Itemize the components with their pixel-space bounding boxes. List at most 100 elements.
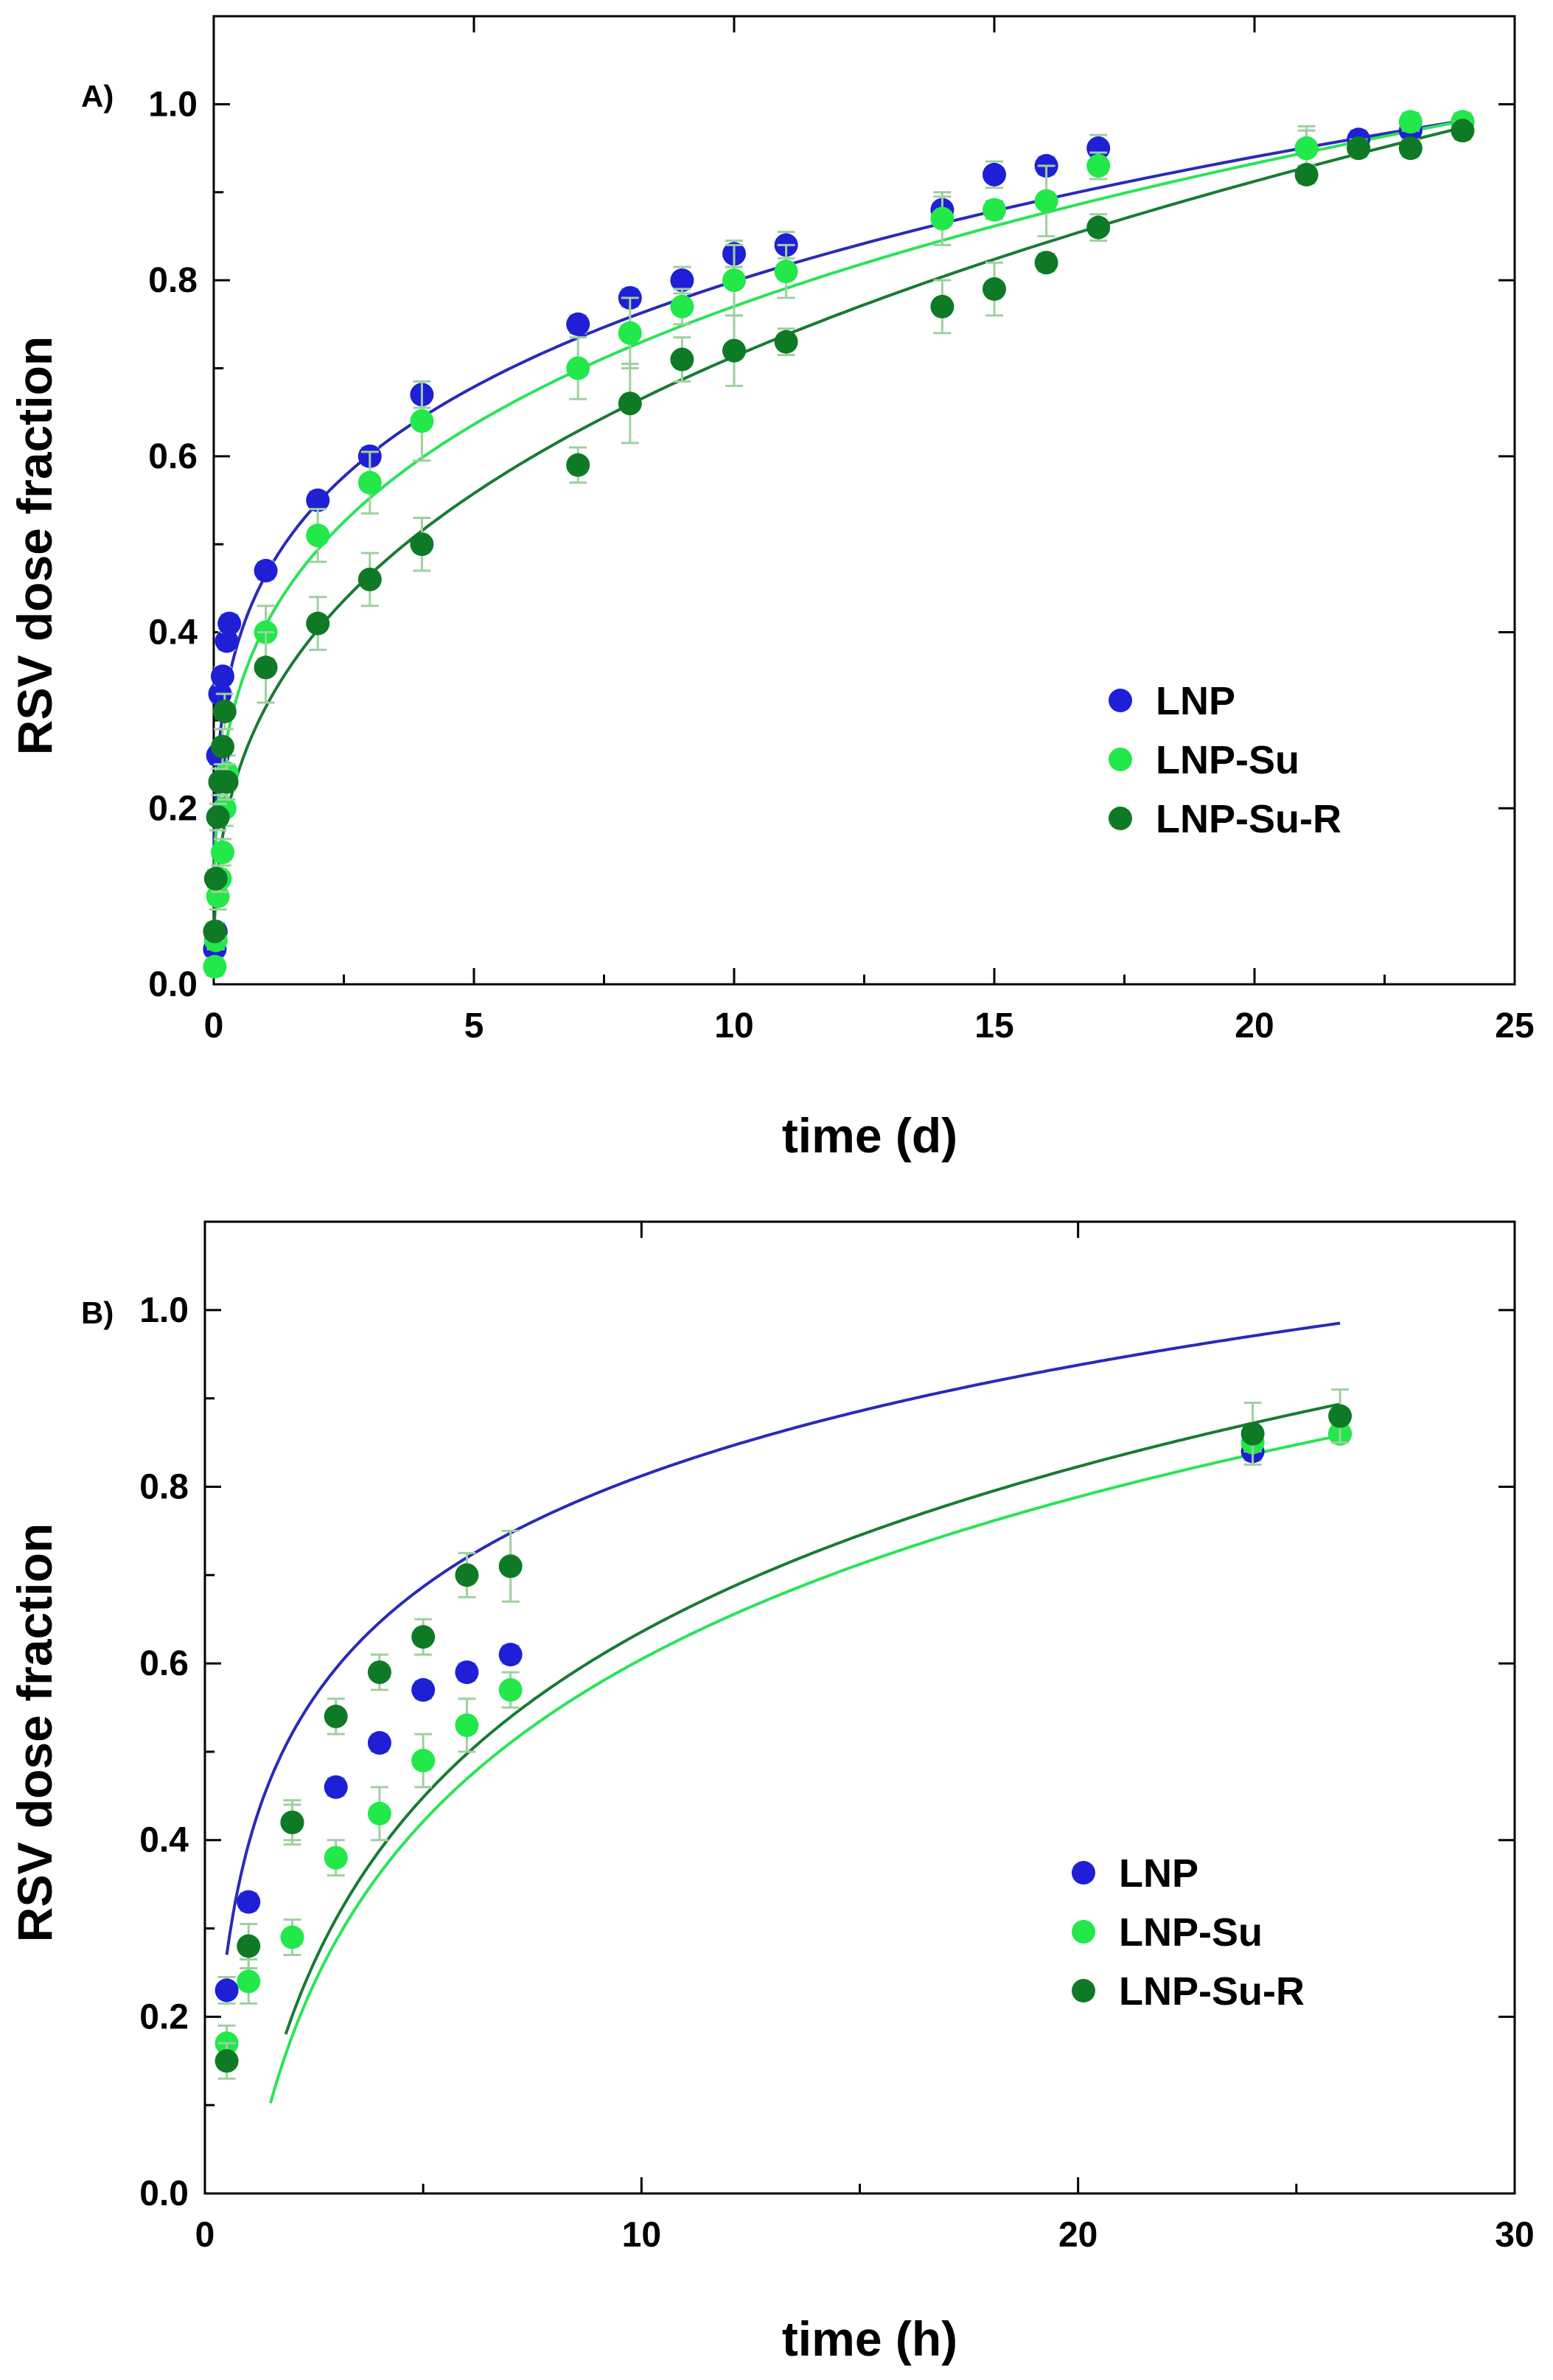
fit-line-lnp-su-b [268,1434,1341,2104]
point-lnp-su-r-a [212,699,237,723]
x-tick-label-a: 20 [1235,1006,1274,1045]
point-lnp-su-r-b [498,1554,523,1579]
point-lnp-su-r-b [1328,1404,1353,1428]
point-lnp-a [1086,136,1111,161]
point-lnp-su-b [411,1748,436,1772]
point-lnp-su-b [367,1801,391,1826]
point-lnp-su-b [237,1969,261,1994]
point-lnp-su-r-a [1294,162,1319,187]
point-lnp-su-r-b [455,1563,479,1587]
y-tick-label-b: 1.0 [139,1291,189,1330]
point-lnp-a [670,268,694,293]
point-lnp-su-r-a [670,347,694,372]
point-lnp-su-r-a [566,453,590,477]
point-lnp-a [254,558,278,582]
point-lnp-su-a [1294,136,1319,161]
fit-line-lnp-su-a [212,119,1463,884]
point-lnp-su-r-a [214,770,239,794]
point-lnp-su-r-b [237,1934,261,1958]
legend-label-lnp-su: LNP-Su [1119,1910,1263,1955]
y-tick-label-b: 0.0 [139,2174,189,2213]
point-lnp-a [306,488,330,512]
point-lnp-su-a [722,268,746,293]
panel-label-a: A) [81,79,114,114]
point-lnp-su-r-a [1398,136,1423,161]
point-lnp-su-r-b [324,1704,348,1728]
point-lnp-b [214,1978,239,2003]
panel-b: 0.0 0.2 0.4 0.6 0.8 1.0 0 10 20 30 time (h) RSV dos… [7,1220,1535,2366]
point-lnp-su-b [498,1678,523,1702]
point-lnp-su-r-a [211,734,235,759]
point-lnp-b [411,1678,436,1702]
x-tick-label-b: 20 [1058,2216,1097,2255]
point-lnp-su-r-a [930,294,955,319]
point-lnp-su-r-a [203,866,228,891]
point-lnp-su-a [1086,153,1111,178]
point-lnp-a [566,312,590,336]
point-lnp-su-r-a [1347,136,1371,161]
point-lnp-su-r-a [1451,119,1475,143]
legend-label-lnp-su-r: LNP-Su-R [1156,797,1341,841]
legend-marker-lnp-su-r [1109,807,1132,830]
point-lnp-su-a [1398,110,1423,134]
legend-b: LNP LNP-Su LNP-Su-R [1072,1851,1305,2014]
fit-line-lnp-a [212,119,1463,846]
point-lnp-su-a [566,356,590,380]
panel-label-b: B) [81,1295,114,1330]
point-lnp-su-b [455,1713,479,1737]
point-lnp-su-a [930,206,955,231]
point-lnp-b [455,1660,479,1685]
point-lnp-su-r-b [280,1810,304,1834]
point-lnp-su-a [206,884,230,908]
point-lnp-su-r-b [367,1660,391,1685]
point-lnp-su-r-b [411,1625,436,1649]
legend-label-lnp-su: LNP-Su [1156,738,1299,782]
point-lnp-su-r-a [618,392,642,416]
x-tick-label-a: 0 [204,1006,224,1045]
point-lnp-su-r-a [774,330,798,354]
y-tick-label-a: 0.6 [148,437,198,476]
y-tick-label-b: 0.2 [139,1997,189,2036]
point-lnp-su-r-b [214,2049,239,2073]
legend-label-lnp: LNP [1119,1851,1198,1896]
point-lnp-su-r-a [206,805,230,829]
point-lnp-a [983,162,1006,187]
point-lnp-su-r-a [722,338,746,363]
point-lnp-su-b [324,1845,348,1870]
point-lnp-su-a [306,523,330,548]
y-tick-label-a: 0.0 [148,965,198,1004]
legend-marker-lnp-su [1109,748,1132,771]
point-lnp-su-r-a [1086,215,1111,240]
point-lnp-su-r-a [254,655,278,680]
point-lnp-a [211,664,235,689]
point-lnp-su-r-a [357,567,382,591]
point-lnp-su-a [1034,189,1058,213]
legend-label-lnp-su-r: LNP-Su-R [1119,1969,1305,2014]
point-lnp-su-a [670,294,694,319]
point-lnp-su-r-a [410,532,434,557]
x-tick-label-a: 5 [464,1006,484,1045]
legend-label-lnp: LNP [1156,679,1235,723]
point-lnp-su-r-a [983,277,1006,302]
x-tick-label-a: 10 [714,1006,753,1045]
fit-line-lnp-su-r-b [284,1402,1341,2035]
y-tick-label-a: 1.0 [148,85,198,124]
y-tick-label-b: 0.4 [139,1821,189,1860]
y-tick-label-b: 0.6 [139,1644,189,1683]
point-lnp-su-a [410,409,434,434]
y-tick-label-a: 0.4 [148,613,198,653]
point-lnp-b [498,1643,523,1667]
legend-marker-lnp-su-r [1072,1979,1095,2003]
point-lnp-a [214,629,239,653]
y-tick-label-a: 0.2 [148,789,198,828]
point-lnp-su-b [280,1925,304,1949]
x-tick-label-b: 10 [622,2216,661,2255]
point-lnp-su-a [357,470,382,495]
y-tick-label-a: 0.8 [148,261,198,300]
point-lnp-b [324,1775,348,1799]
legend-marker-lnp-su [1072,1920,1095,1944]
point-lnp-su-a [203,955,227,979]
legend-a: LNP LNP-Su LNP-Su-R [1109,679,1341,841]
point-lnp-b [237,1890,261,1914]
